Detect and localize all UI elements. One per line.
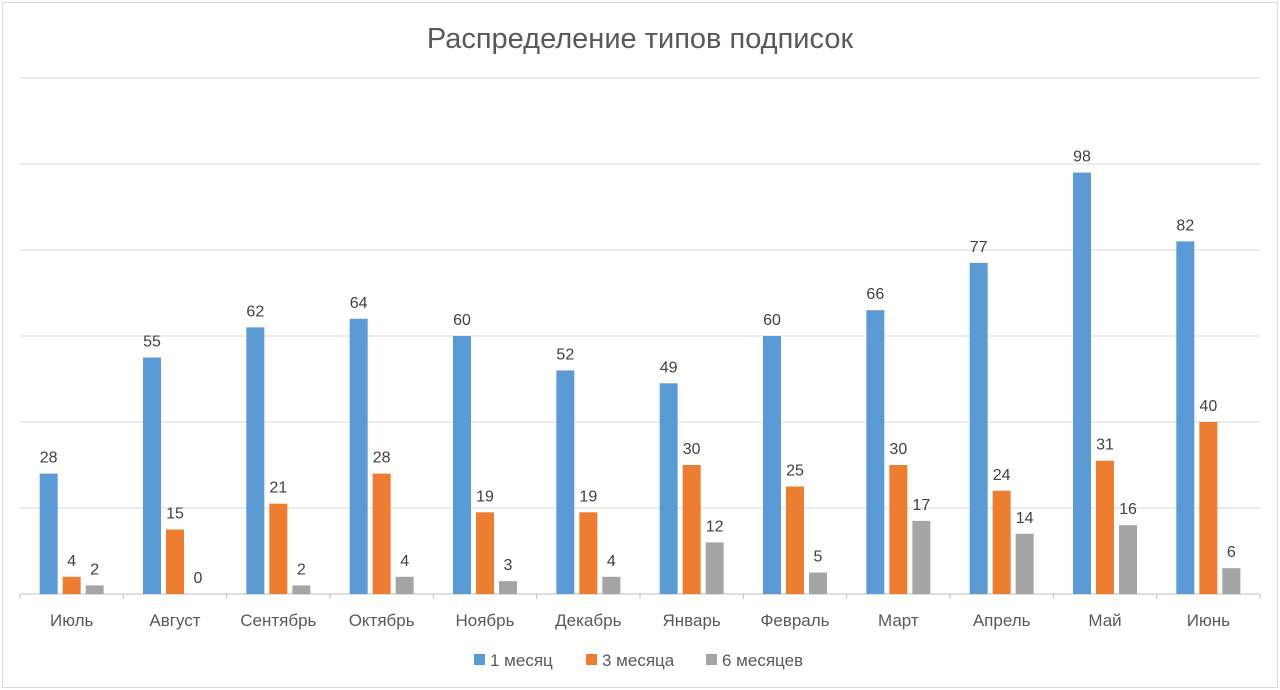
bar bbox=[1222, 568, 1241, 594]
data-label: 25 bbox=[786, 463, 804, 480]
bar bbox=[39, 473, 58, 594]
data-label: 15 bbox=[166, 506, 184, 523]
bar bbox=[1073, 172, 1091, 594]
data-label: 12 bbox=[706, 518, 724, 535]
data-label: 6 bbox=[1227, 544, 1236, 561]
data-label: 60 bbox=[763, 312, 781, 329]
data-label: 30 bbox=[889, 441, 907, 458]
data-label: 19 bbox=[579, 488, 597, 505]
x-tick-label: Июль bbox=[50, 611, 94, 630]
bar bbox=[499, 581, 517, 594]
data-label: 28 bbox=[40, 450, 58, 467]
bar bbox=[1096, 460, 1114, 594]
bar bbox=[659, 383, 678, 594]
data-label: 49 bbox=[660, 359, 678, 376]
legend-label: 3 месяца bbox=[602, 651, 675, 670]
data-label: 14 bbox=[1016, 510, 1034, 527]
data-label: 2 bbox=[297, 561, 306, 578]
data-label: 77 bbox=[970, 239, 988, 256]
legend-label: 6 месяцев bbox=[722, 651, 803, 670]
chart-title: Распределение типов подписок bbox=[427, 23, 854, 55]
data-label: 52 bbox=[556, 346, 574, 363]
x-tick-label: Май bbox=[1088, 611, 1121, 630]
bar bbox=[786, 486, 804, 594]
data-label: 31 bbox=[1096, 437, 1114, 454]
bar bbox=[763, 336, 781, 594]
legend-swatch bbox=[474, 654, 485, 665]
data-label: 3 bbox=[504, 557, 513, 574]
data-label: 60 bbox=[453, 312, 471, 329]
data-label: 16 bbox=[1119, 501, 1137, 518]
data-label: 82 bbox=[1176, 217, 1194, 234]
x-tick-label: Сентябрь bbox=[240, 611, 316, 630]
bar bbox=[992, 490, 1011, 594]
data-label: 4 bbox=[400, 553, 409, 570]
data-label: 98 bbox=[1073, 149, 1091, 166]
bar bbox=[912, 520, 931, 594]
data-label: 5 bbox=[814, 549, 823, 566]
bar bbox=[682, 465, 701, 594]
bar bbox=[866, 310, 885, 594]
bar bbox=[476, 512, 494, 594]
bar bbox=[1176, 241, 1195, 594]
bar bbox=[1199, 422, 1218, 594]
data-label: 64 bbox=[350, 295, 368, 312]
data-label: 24 bbox=[993, 467, 1011, 484]
data-label: 62 bbox=[246, 303, 264, 320]
bar bbox=[602, 576, 621, 594]
bar bbox=[246, 327, 265, 594]
data-label: 2 bbox=[90, 561, 99, 578]
bar bbox=[809, 572, 827, 594]
bar bbox=[889, 465, 908, 594]
x-tick-label: Февраль bbox=[760, 611, 829, 630]
bar bbox=[453, 336, 471, 594]
x-tick-label: Октябрь bbox=[349, 611, 415, 630]
data-label: 4 bbox=[67, 553, 76, 570]
x-tick-label: Март bbox=[878, 611, 919, 630]
data-label: 0 bbox=[194, 570, 203, 587]
bar bbox=[292, 585, 311, 594]
data-label: 17 bbox=[912, 497, 930, 514]
x-tick-label: Апрель bbox=[973, 611, 1031, 630]
bar bbox=[269, 503, 288, 594]
legend-swatch bbox=[706, 654, 717, 665]
bar bbox=[372, 473, 391, 594]
data-label: 21 bbox=[269, 480, 287, 497]
x-tick-label: Ноябрь bbox=[456, 611, 515, 630]
x-tick-label: Август bbox=[149, 611, 200, 630]
bar bbox=[85, 585, 104, 594]
x-tick-label: Январь bbox=[663, 611, 721, 630]
bar bbox=[1015, 533, 1034, 594]
data-label: 66 bbox=[866, 286, 884, 303]
data-label: 19 bbox=[476, 488, 494, 505]
bar bbox=[395, 576, 414, 594]
data-label: 28 bbox=[373, 450, 391, 467]
bar bbox=[143, 357, 161, 594]
data-label: 30 bbox=[683, 441, 701, 458]
bar bbox=[62, 576, 81, 594]
bar bbox=[556, 370, 575, 594]
data-label: 40 bbox=[1199, 398, 1217, 415]
data-label: 55 bbox=[143, 334, 161, 351]
bar bbox=[705, 542, 724, 594]
bar bbox=[579, 512, 598, 594]
bar bbox=[166, 529, 184, 594]
x-tick-label: Декабрь bbox=[555, 611, 621, 630]
legend-swatch bbox=[586, 654, 597, 665]
x-tick-label: Июнь bbox=[1187, 611, 1230, 630]
bar bbox=[969, 262, 988, 594]
data-label: 4 bbox=[607, 553, 616, 570]
legend-label: 1 месяц bbox=[490, 651, 553, 670]
bar bbox=[349, 318, 368, 594]
bar bbox=[1119, 525, 1137, 594]
